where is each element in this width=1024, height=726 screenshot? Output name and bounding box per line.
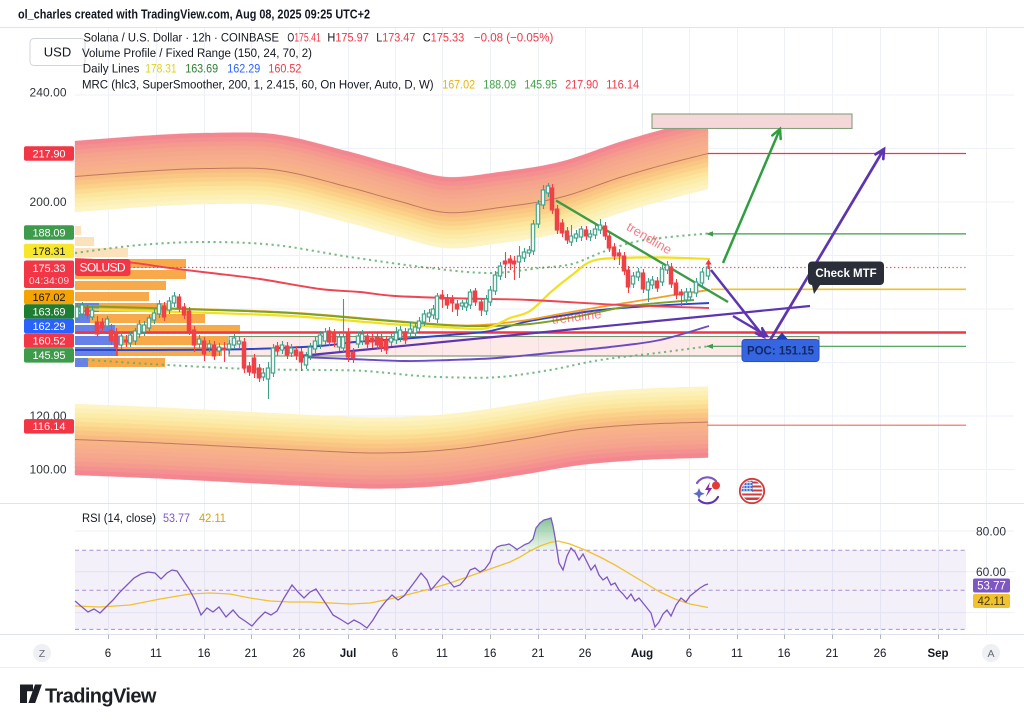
svg-text:Sep: Sep <box>927 648 948 660</box>
svg-text:162.29: 162.29 <box>33 321 66 333</box>
svg-text:Solana / U.S. Dollar · 12h · C: Solana / U.S. Dollar · 12h · COINBASE <box>84 31 280 45</box>
svg-text:26: 26 <box>579 648 592 660</box>
svg-text:16: 16 <box>484 648 497 660</box>
svg-text:160.52: 160.52 <box>33 336 66 348</box>
svg-text:USD: USD <box>44 45 71 60</box>
svg-text:116.14: 116.14 <box>606 78 639 92</box>
svg-text:42.11: 42.11 <box>199 513 226 525</box>
svg-text:167.02: 167.02 <box>33 292 66 304</box>
svg-text:A: A <box>987 648 994 660</box>
svg-text:60.00: 60.00 <box>976 565 1006 579</box>
svg-text:53.77: 53.77 <box>977 581 1006 593</box>
svg-text:26: 26 <box>293 648 306 660</box>
svg-text:H175.97: H175.97 <box>327 31 369 45</box>
svg-text:162.29: 162.29 <box>227 62 260 76</box>
svg-text:−0.08 (−0.05%): −0.08 (−0.05%) <box>474 31 553 45</box>
svg-text:POC: 151.15: POC: 151.15 <box>747 346 815 358</box>
svg-text:Jul: Jul <box>340 648 357 660</box>
svg-text:200.00: 200.00 <box>30 195 67 209</box>
svg-text:53.77: 53.77 <box>163 513 190 525</box>
svg-text:178.31: 178.31 <box>33 246 66 258</box>
svg-text:11: 11 <box>150 648 162 660</box>
svg-text:16: 16 <box>198 648 211 660</box>
svg-text:11: 11 <box>436 648 448 660</box>
svg-text:188.09: 188.09 <box>483 78 516 92</box>
svg-text:Aug: Aug <box>631 648 653 660</box>
svg-text:C175.33: C175.33 <box>423 31 465 45</box>
svg-text:6: 6 <box>392 648 398 660</box>
svg-text:Check MTF: Check MTF <box>815 268 876 280</box>
svg-text:145.95: 145.95 <box>524 78 557 92</box>
svg-text:167.02: 167.02 <box>442 78 475 92</box>
svg-text:217.90: 217.90 <box>565 78 598 92</box>
svg-text:16: 16 <box>778 648 791 660</box>
svg-text:178.31: 178.31 <box>145 62 176 76</box>
svg-text:O175.41: O175.41 <box>287 31 321 45</box>
svg-text:217.90: 217.90 <box>33 148 66 160</box>
svg-text:42.11: 42.11 <box>978 596 1006 608</box>
svg-text:163.69: 163.69 <box>185 62 218 76</box>
svg-text:11: 11 <box>731 648 743 660</box>
svg-text:116.14: 116.14 <box>33 421 66 433</box>
svg-text:145.95: 145.95 <box>33 350 66 362</box>
svg-text:TradingView: TradingView <box>45 686 157 708</box>
svg-text:163.69: 163.69 <box>33 306 66 318</box>
svg-text:21: 21 <box>826 648 839 660</box>
svg-text:L173.47: L173.47 <box>376 31 415 45</box>
svg-text:ol_charles created with Tradin: ol_charles created with TradingView.com,… <box>18 8 370 22</box>
svg-text:trendline: trendline <box>551 306 602 327</box>
svg-text:6: 6 <box>686 648 692 660</box>
svg-text:04:34:09: 04:34:09 <box>29 276 69 287</box>
svg-text:80.00: 80.00 <box>976 525 1006 539</box>
svg-text:SOLUSD: SOLUSD <box>80 261 126 275</box>
svg-text:RSI (14, close): RSI (14, close) <box>82 513 156 525</box>
svg-text:21: 21 <box>245 648 258 660</box>
svg-text:188.09: 188.09 <box>33 227 66 239</box>
svg-text:160.52: 160.52 <box>268 62 301 76</box>
svg-text:Daily Lines: Daily Lines <box>83 62 140 76</box>
svg-text:26: 26 <box>874 648 887 660</box>
svg-text:100.00: 100.00 <box>30 463 67 477</box>
svg-text:175.33: 175.33 <box>33 263 66 275</box>
svg-text:240.00: 240.00 <box>30 86 67 100</box>
svg-text:21: 21 <box>532 648 545 660</box>
svg-text:Volume Profile / Fixed Range (: Volume Profile / Fixed Range (150, 24, 7… <box>82 46 312 60</box>
svg-text:MRC (hlc3, SuperSmoother, 200,: MRC (hlc3, SuperSmoother, 200, 1, 2.415,… <box>82 78 434 92</box>
svg-text:6: 6 <box>105 648 111 660</box>
svg-text:Z: Z <box>39 648 46 660</box>
